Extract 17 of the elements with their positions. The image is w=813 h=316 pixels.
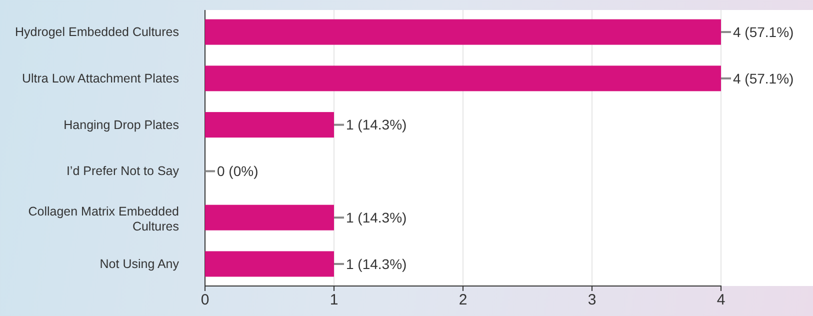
y-tick-label: Ultra Low Attachment Plates [22, 71, 179, 86]
x-tick-label: 3 [588, 292, 596, 309]
data-label: 1 (14.3%) [346, 209, 407, 226]
x-tick-label: 4 [716, 292, 726, 309]
data-label: 4 (57.1%) [733, 70, 794, 86]
y-tick-label: Hanging Drop Plates [64, 118, 179, 132]
x-tick-label: 2 [458, 292, 468, 309]
data-label: 1 (14.3%) [346, 116, 407, 133]
x-tick-label: 1 [330, 292, 338, 309]
y-tick-label: Hydrogel Embedded Cultures [15, 25, 179, 40]
y-tick-label: Collagen Matrix Embedded Cultures [28, 204, 180, 234]
data-label: 4 (57.1%) [733, 24, 794, 40]
y-tick-label: Not Using Any [100, 256, 180, 271]
data-label: 1 (14.3%) [346, 256, 407, 272]
y-tick-label: I’d Prefer Not to Say [66, 164, 180, 178]
data-label: 0 (0%) [217, 163, 258, 180]
x-tick-label: 0 [200, 292, 210, 309]
